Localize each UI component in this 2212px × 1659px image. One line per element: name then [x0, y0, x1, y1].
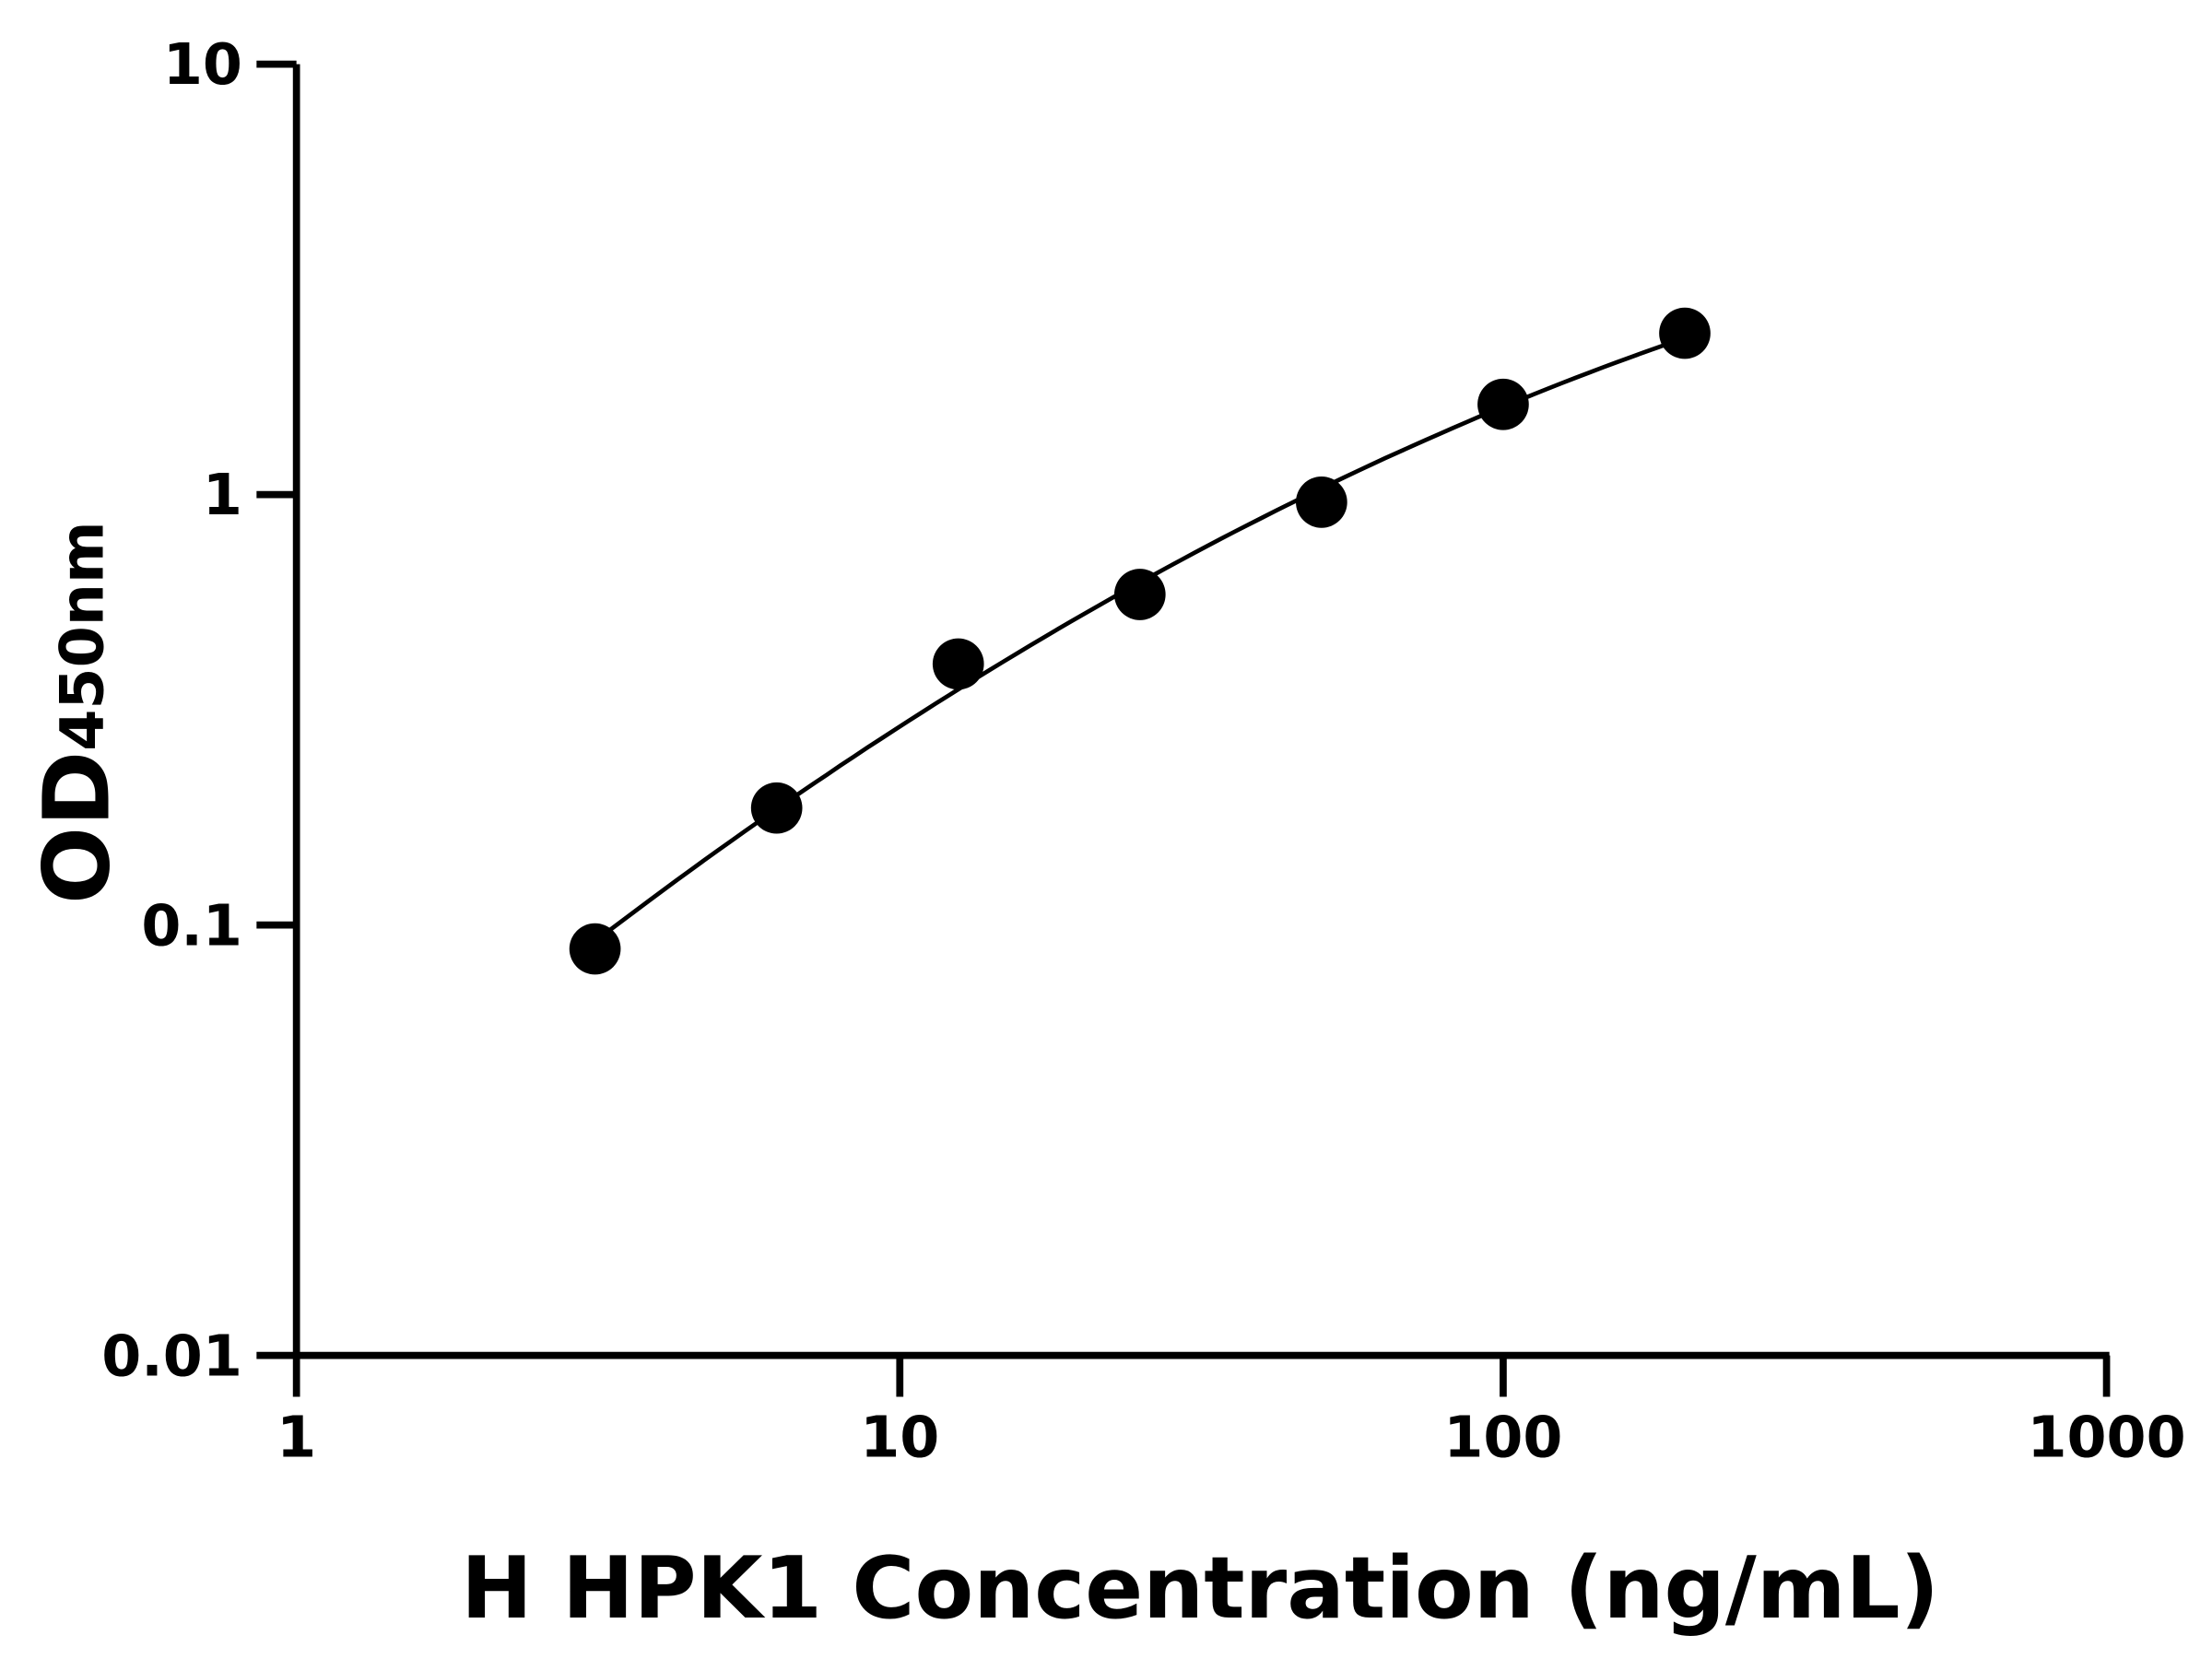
fit-curve: [594, 335, 1686, 944]
x-tick-label: 1: [276, 1404, 316, 1470]
y-tick-label: 0.1: [141, 892, 242, 959]
data-point: [1659, 307, 1711, 359]
x-axis-label: H HPK1 Concentration (ng/mL): [461, 1538, 1939, 1638]
y-axis-label-main: OD: [25, 751, 131, 904]
x-tick-label: 1000: [2028, 1404, 2186, 1470]
data-point: [1296, 477, 1347, 528]
axes: [292, 64, 2110, 1359]
y-tick-label: 0.01: [101, 1323, 242, 1389]
data-points: [569, 307, 1711, 975]
y-tick-label: 1: [203, 462, 242, 528]
x-tick-label: 100: [1443, 1404, 1562, 1470]
y-ticks: 0.01 0.1 1 10: [101, 31, 297, 1389]
data-point: [1477, 378, 1529, 430]
y-axis-label: OD450nm: [25, 521, 131, 904]
y-tick-label: 10: [163, 31, 242, 98]
x-ticks: 1 10 100 1000: [276, 1355, 2186, 1470]
y-axis-label-sub: 450nm: [48, 521, 117, 750]
data-point: [1113, 569, 1166, 620]
data-point: [569, 923, 621, 975]
data-point: [750, 782, 803, 834]
x-tick-label: 10: [860, 1404, 939, 1470]
data-point: [932, 638, 984, 690]
